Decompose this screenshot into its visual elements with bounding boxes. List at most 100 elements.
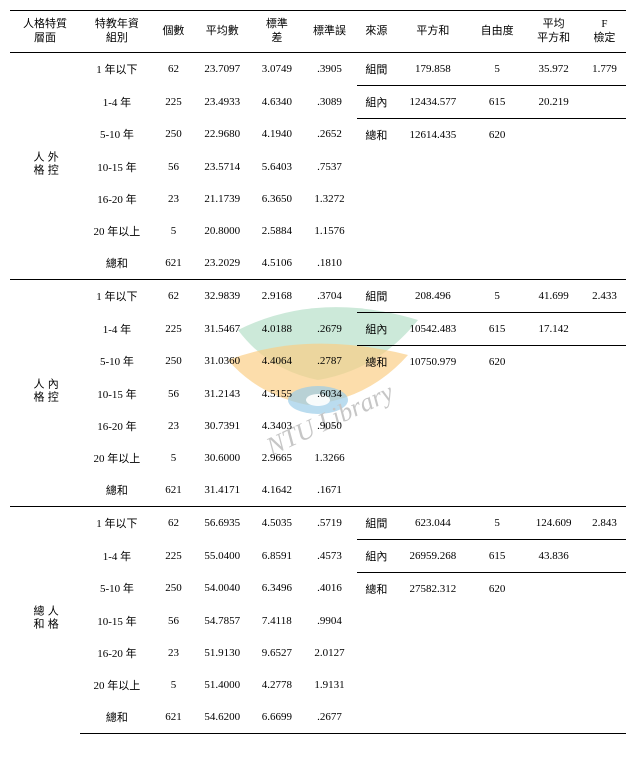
section-label: 內控人格 <box>10 279 80 506</box>
group-label: 16-20 年 <box>80 637 154 669</box>
anova-cell: 5 <box>470 52 525 85</box>
value-cell: 4.2778 <box>251 669 302 701</box>
value-cell: 23.2029 <box>193 247 251 280</box>
value-cell: .9904 <box>302 605 357 637</box>
value-cell: 6.8591 <box>251 539 302 572</box>
anova-cell <box>583 247 626 280</box>
value-cell: 23.4933 <box>193 85 251 118</box>
value-cell: 4.3403 <box>251 410 302 442</box>
col-se: 標準誤 <box>302 11 357 53</box>
value-cell: 4.5155 <box>251 378 302 410</box>
value-cell: 54.7857 <box>193 605 251 637</box>
anova-cell <box>470 410 525 442</box>
anova-cell <box>470 183 525 215</box>
anova-cell: 20.219 <box>524 85 582 118</box>
value-cell: 1.3266 <box>302 442 357 474</box>
anova-cell <box>357 474 396 507</box>
value-cell: 621 <box>154 701 193 734</box>
anova-cell <box>583 669 626 701</box>
anova-cell <box>524 247 582 280</box>
group-label: 5-10 年 <box>80 345 154 378</box>
anova-cell: 1.779 <box>583 52 626 85</box>
group-label: 20 年以上 <box>80 215 154 247</box>
value-cell: 225 <box>154 85 193 118</box>
anova-cell: 27582.312 <box>396 572 470 605</box>
anova-cell: 10542.483 <box>396 312 470 345</box>
value-cell: 250 <box>154 345 193 378</box>
anova-cell <box>524 572 582 605</box>
group-label: 16-20 年 <box>80 183 154 215</box>
anova-cell <box>524 669 582 701</box>
group-label: 1-4 年 <box>80 312 154 345</box>
table-row: 1-4 年22523.49334.6340.3089組內12434.577615… <box>10 85 626 118</box>
table-row: 20 年以上530.60002.96651.3266 <box>10 442 626 474</box>
value-cell: 6.3650 <box>251 183 302 215</box>
value-cell: .4016 <box>302 572 357 605</box>
table-row: 5-10 年25054.00406.3496.4016總和27582.31262… <box>10 572 626 605</box>
anova-cell <box>357 605 396 637</box>
table-row: 人格總和1 年以下6256.69354.5035.5719組間623.04451… <box>10 506 626 539</box>
anova-cell <box>470 669 525 701</box>
anova-cell <box>396 183 470 215</box>
value-cell: 54.0040 <box>193 572 251 605</box>
anova-cell: 12434.577 <box>396 85 470 118</box>
value-cell: 56 <box>154 151 193 183</box>
value-cell: 621 <box>154 474 193 507</box>
value-cell: 1.1576 <box>302 215 357 247</box>
value-cell: 23.7097 <box>193 52 251 85</box>
value-cell: .6034 <box>302 378 357 410</box>
anova-cell <box>524 118 582 151</box>
group-label: 5-10 年 <box>80 572 154 605</box>
section-label: 人格總和 <box>10 506 80 733</box>
section-label: 外控人格 <box>10 52 80 279</box>
value-cell: 4.1940 <box>251 118 302 151</box>
value-cell: 31.4171 <box>193 474 251 507</box>
value-cell: 5 <box>154 442 193 474</box>
anova-cell: 615 <box>470 539 525 572</box>
anova-cell: 2.433 <box>583 279 626 312</box>
table-row: 16-20 年2351.91309.65272.0127 <box>10 637 626 669</box>
anova-cell: 41.699 <box>524 279 582 312</box>
value-cell: 23 <box>154 637 193 669</box>
value-cell: 4.4064 <box>251 345 302 378</box>
anova-cell <box>357 701 396 734</box>
anova-cell <box>583 345 626 378</box>
group-label: 1-4 年 <box>80 539 154 572</box>
table-row: 10-15 年5631.21434.5155.6034 <box>10 378 626 410</box>
value-cell: 32.9839 <box>193 279 251 312</box>
value-cell: 54.6200 <box>193 701 251 734</box>
value-cell: 250 <box>154 572 193 605</box>
anova-cell <box>583 442 626 474</box>
anova-cell <box>470 605 525 637</box>
anova-cell: 總和 <box>357 345 396 378</box>
group-label: 10-15 年 <box>80 378 154 410</box>
anova-cell: 615 <box>470 312 525 345</box>
col-df: 自由度 <box>470 11 525 53</box>
anova-cell <box>583 378 626 410</box>
col-group: 特教年資組別 <box>80 11 154 53</box>
value-cell: 31.5467 <box>193 312 251 345</box>
col-mean: 平均數 <box>193 11 251 53</box>
anova-cell <box>470 442 525 474</box>
anova-cell: 124.609 <box>524 506 582 539</box>
anova-cell <box>583 701 626 734</box>
value-cell: 62 <box>154 506 193 539</box>
anova-cell <box>524 442 582 474</box>
value-cell: 5 <box>154 215 193 247</box>
anova-cell <box>396 701 470 734</box>
table-row: 10-15 年5654.78577.4118.9904 <box>10 605 626 637</box>
value-cell: 2.0127 <box>302 637 357 669</box>
table-row: 總和62123.20294.5106.1810 <box>10 247 626 280</box>
group-label: 5-10 年 <box>80 118 154 151</box>
value-cell: 4.6340 <box>251 85 302 118</box>
anova-cell: 總和 <box>357 118 396 151</box>
value-cell: 4.0188 <box>251 312 302 345</box>
table-row: 外控人格1 年以下6223.70973.0749.3905組間179.85853… <box>10 52 626 85</box>
anova-cell <box>583 151 626 183</box>
anova-cell <box>470 701 525 734</box>
anova-cell: 組內 <box>357 85 396 118</box>
anova-cell <box>524 345 582 378</box>
table-row: 內控人格1 年以下6232.98392.9168.3704組間208.49654… <box>10 279 626 312</box>
value-cell: 225 <box>154 539 193 572</box>
col-trait: 人格特質層面 <box>10 11 80 53</box>
